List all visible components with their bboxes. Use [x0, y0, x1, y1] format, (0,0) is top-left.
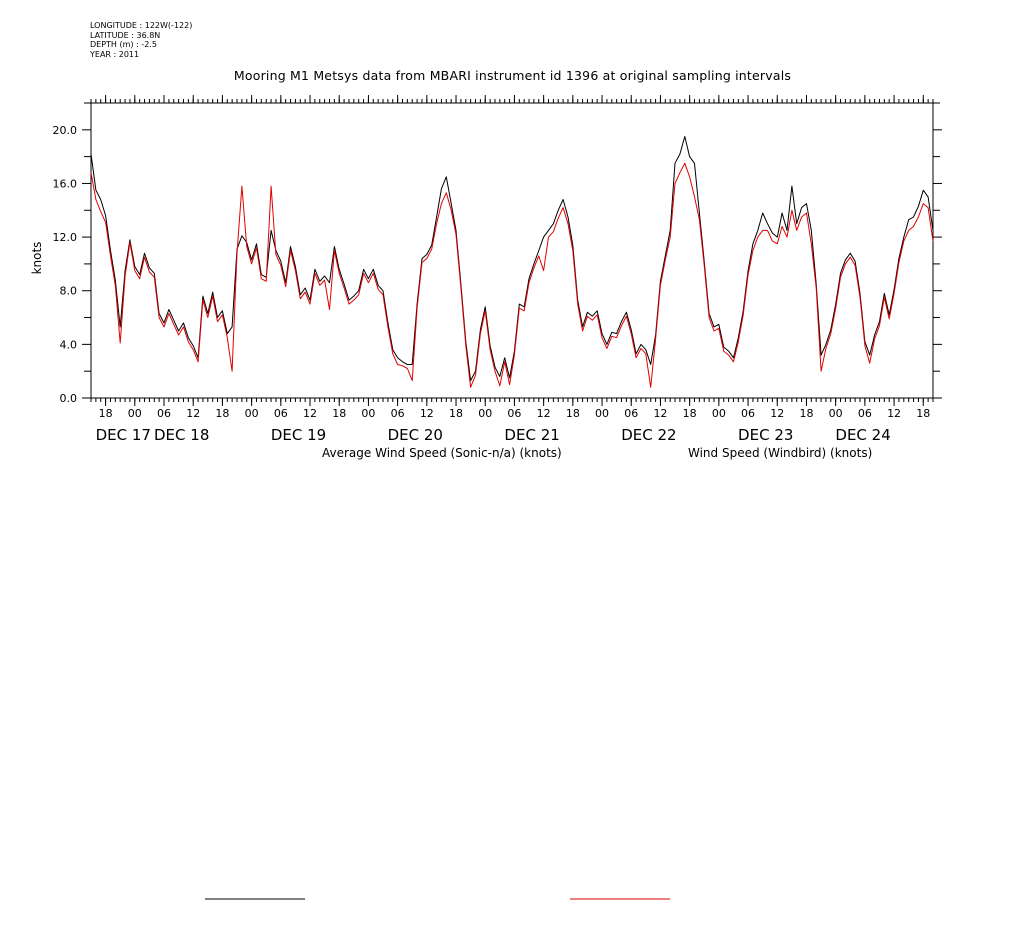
x-hour-label: 06	[624, 407, 638, 420]
longitude-text: LONGITUDE : 122W(-122)	[90, 21, 193, 30]
series-line-windbird-wind-speed	[90, 162, 934, 388]
x-hour-label: 06	[157, 407, 171, 420]
x-hour-label: 00	[478, 407, 492, 420]
x-hour-label: 12	[537, 407, 551, 420]
x-hour-label: 18	[683, 407, 697, 420]
x-date-label: DEC 17	[96, 426, 151, 444]
x-date-label: DEC 24	[835, 426, 890, 444]
x-date-label: DEC 22	[621, 426, 676, 444]
x-hour-label: 06	[507, 407, 521, 420]
y-tick-label: 20.0	[53, 124, 78, 137]
latitude-text: LATITUDE : 36.8N	[90, 30, 161, 40]
x-hour-label: 00	[595, 407, 609, 420]
x-date-label: DEC 21	[504, 426, 559, 444]
x-hour-label: 18	[566, 407, 580, 420]
x-hour-label: 12	[770, 407, 784, 420]
plot-frame	[90, 102, 934, 399]
legend-label-average: Average Wind Speed (Sonic-n/a) (knots)	[322, 446, 562, 460]
x-hour-label: 18	[215, 407, 229, 420]
metadata-block: LONGITUDE : 122W(-122) LATITUDE : 36.8N …	[90, 21, 192, 59]
x-date-label: DEC 18	[154, 426, 209, 444]
x-hour-label: 18	[332, 407, 346, 420]
x-hour-label: 06	[858, 407, 872, 420]
year-text: YEAR : 2011	[90, 49, 140, 59]
x-hour-label: 06	[274, 407, 288, 420]
legend-swatches	[205, 898, 670, 900]
wind-speed-chart: 0.0 4.0 8.0 12.0 16.0 20.0 18 00 06 12 18 00 06 12 18 0…	[30, 95, 942, 444]
x-hour-label: 12	[186, 407, 200, 420]
x-hour-label: 00	[829, 407, 843, 420]
y-axis-label: knots	[30, 242, 44, 275]
series-line-average-wind-speed	[90, 136, 934, 382]
x-hour-label: 06	[741, 407, 755, 420]
x-date-label: DEC 23	[738, 426, 793, 444]
depth-text: DEPTH (m) : -2.5	[90, 40, 157, 50]
x-hour-label: 18	[799, 407, 813, 420]
chart-title: Mooring M1 Metsys data from MBARI instru…	[233, 68, 792, 83]
x-hour-label: 00	[361, 407, 375, 420]
x-date-label: DEC 20	[388, 426, 443, 444]
x-date-label: DEC 19	[271, 426, 326, 444]
y-tick-label: 4.0	[60, 338, 78, 351]
x-hour-label: 00	[245, 407, 259, 420]
x-hour-label: 18	[449, 407, 463, 420]
x-hour-label: 12	[887, 407, 901, 420]
y-tick-label: 0.0	[60, 392, 78, 405]
x-hour-label: 06	[391, 407, 405, 420]
x-hour-label: 18	[99, 407, 113, 420]
y-tick-label: 8.0	[60, 285, 78, 298]
x-hour-label: 00	[128, 407, 142, 420]
x-hour-label: 12	[303, 407, 317, 420]
x-hour-label: 12	[420, 407, 434, 420]
legend-label-windbird: Wind Speed (Windbird) (knots)	[688, 446, 873, 460]
y-tick-label: 16.0	[53, 177, 78, 190]
y-tick-label: 12.0	[53, 231, 78, 244]
x-hour-label: 00	[712, 407, 726, 420]
x-hour-label: 18	[916, 407, 930, 420]
x-hour-label: 12	[653, 407, 667, 420]
